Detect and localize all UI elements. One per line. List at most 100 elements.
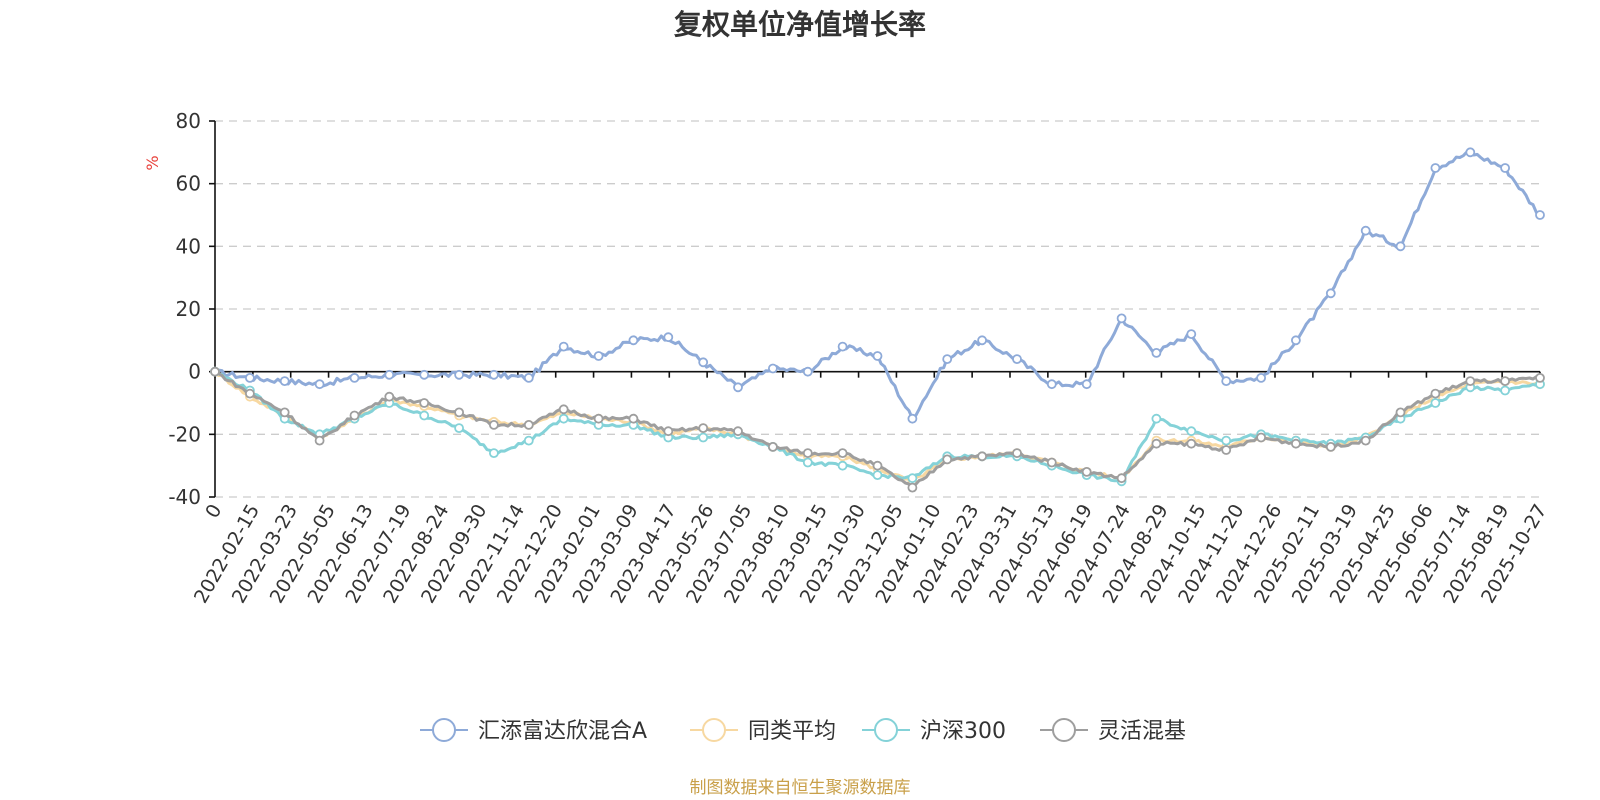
legend-item[interactable]: 汇添富达欣混合A — [420, 718, 647, 744]
data-point — [837, 341, 848, 352]
data-point — [1116, 473, 1127, 484]
data-point — [1500, 163, 1510, 173]
data-point — [733, 426, 743, 437]
data-point — [872, 460, 883, 471]
data-point — [1291, 438, 1301, 449]
data-point — [942, 354, 953, 365]
data-point — [1012, 354, 1022, 365]
series-line — [214, 150, 1541, 421]
data-point — [733, 382, 743, 393]
data-point — [1186, 438, 1197, 449]
data-point — [1325, 288, 1336, 299]
chart-title: 复权单位净值增长率 — [674, 8, 926, 41]
data-point — [837, 448, 848, 459]
data-point — [1430, 163, 1441, 173]
data-point — [523, 372, 534, 383]
data-point — [1012, 448, 1022, 459]
source-note: 制图数据来自恒生聚源数据库 — [690, 778, 911, 798]
data-point — [593, 413, 604, 424]
legend[interactable]: 汇添富达欣混合A 同类平均 沪深300 灵活混基 — [420, 718, 1186, 744]
data-point — [488, 419, 499, 430]
data-point — [558, 413, 569, 424]
data-point — [314, 379, 325, 390]
legend-marker — [432, 718, 456, 742]
data-point — [907, 413, 918, 424]
y-tick-label: 80 — [176, 109, 201, 133]
data-point — [1046, 379, 1057, 390]
data-point — [663, 426, 674, 437]
data-point — [558, 404, 569, 415]
grid-lines — [215, 120, 1540, 498]
y-tick-label: 60 — [176, 172, 201, 196]
data-point — [698, 423, 709, 434]
data-point — [1535, 210, 1545, 220]
data-point — [1500, 376, 1510, 387]
data-point — [488, 369, 499, 380]
data-point — [1535, 372, 1545, 383]
legend-label: 沪深300 — [920, 719, 1006, 744]
data-point — [907, 473, 918, 484]
legend-label: 灵活混基 — [1098, 719, 1186, 744]
data-point — [384, 391, 395, 402]
legend-label: 汇添富达欣混合A — [478, 719, 647, 744]
data-point — [419, 369, 430, 380]
data-point — [488, 448, 499, 459]
data-point — [768, 363, 778, 374]
data-point — [279, 407, 290, 418]
data-point — [942, 454, 953, 465]
data-point — [802, 457, 813, 468]
legend-label: 同类平均 — [748, 719, 836, 744]
data-point — [1116, 313, 1127, 324]
data-point — [1081, 379, 1092, 390]
data-point — [1291, 335, 1301, 346]
data-point — [558, 341, 569, 352]
data-point — [1081, 466, 1092, 477]
data-point — [1186, 329, 1197, 340]
y-axis-unit: % — [143, 155, 162, 170]
data-point — [384, 369, 395, 380]
data-point — [1151, 347, 1162, 358]
legend-item[interactable]: 沪深300 — [862, 718, 1006, 744]
data-point — [454, 369, 465, 380]
data-point — [210, 366, 220, 377]
data-point — [1500, 385, 1510, 396]
data-point — [802, 448, 813, 459]
data-point — [349, 372, 360, 383]
data-point — [1360, 435, 1371, 446]
data-point — [1186, 426, 1197, 437]
y-tick-label: 40 — [176, 234, 201, 258]
data-point — [1465, 376, 1476, 387]
y-tick-label: 0 — [188, 360, 201, 384]
data-point — [768, 441, 778, 452]
data-point — [837, 460, 848, 471]
data-point — [1430, 398, 1441, 408]
data-point — [523, 419, 534, 430]
legend-item[interactable]: 同类平均 — [690, 718, 836, 744]
data-point — [419, 410, 430, 421]
data-point — [419, 398, 430, 408]
data-point — [1221, 435, 1232, 446]
y-tick-label: -20 — [168, 422, 201, 446]
data-point — [628, 413, 639, 424]
data-point — [907, 482, 918, 493]
legend-item[interactable]: 灵活混基 — [1040, 718, 1186, 744]
data-point — [1325, 441, 1336, 452]
data-point — [1221, 445, 1232, 455]
data-point — [1395, 407, 1406, 418]
data-point — [802, 366, 813, 377]
data-point — [454, 423, 465, 434]
data-point — [628, 335, 639, 346]
data-point — [1151, 438, 1162, 449]
data-point — [523, 435, 534, 446]
legend-marker — [874, 718, 898, 742]
legend-marker — [1052, 718, 1076, 742]
series-lines — [210, 147, 1545, 493]
data-point — [663, 332, 674, 343]
data-point — [244, 372, 255, 383]
data-point — [977, 451, 987, 462]
x-tick-label: 0 — [201, 501, 226, 522]
data-point — [1256, 432, 1266, 443]
legend-marker — [702, 718, 726, 742]
data-point — [872, 470, 883, 481]
